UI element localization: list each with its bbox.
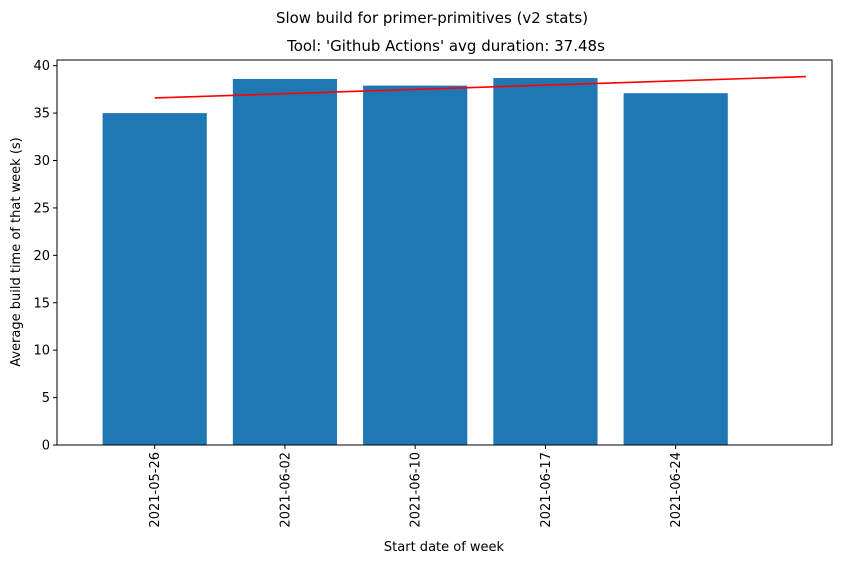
- bar-2021-06-02: [232, 78, 338, 445]
- x-tick-label: 2021-06-10: [409, 452, 424, 528]
- plot-frame: [56, 59, 833, 446]
- bar-2021-06-24: [623, 93, 728, 446]
- x-axis-label: Start date of week: [384, 540, 505, 555]
- y-tick-label: 40: [33, 59, 50, 74]
- y-tick-label: 25: [33, 201, 50, 216]
- y-tick-label: 0: [42, 439, 50, 454]
- chart-title: Tool: 'Github Actions' avg duration: 37.…: [286, 37, 605, 55]
- y-tick-label: 10: [33, 344, 50, 359]
- bar-2021-06-17: [493, 78, 598, 445]
- y-tick-label: 20: [33, 249, 50, 264]
- y-axis-label: Average build time of that week (s): [9, 137, 24, 367]
- x-tick-label: 2021-05-26: [148, 452, 163, 528]
- y-tick-label: 5: [42, 391, 50, 406]
- y-tick-label: 30: [33, 154, 50, 169]
- bar-2021-05-26: [102, 113, 207, 445]
- bar-2021-06-10: [363, 85, 468, 445]
- x-tick-label: 2021-06-17: [539, 452, 554, 528]
- x-tick-label: 2021-06-02: [278, 452, 293, 528]
- trend-layer: [154, 75, 806, 99]
- chart-suptitle: Slow build for primer-primitives (v2 sta…: [276, 9, 588, 27]
- x-axis-ticks: 2021-05-26 2021-06-02 2021-06-10 2021-06-17…: [148, 445, 684, 528]
- bars-layer: [102, 78, 728, 446]
- trend-line: [154, 75, 806, 99]
- y-axis-ticks: 0 5 10 15 20 25 30 35 40: [33, 59, 57, 454]
- x-tick-label: 2021-06-24: [669, 452, 684, 528]
- y-tick-label: 15: [33, 296, 50, 311]
- y-tick-label: 35: [33, 107, 50, 122]
